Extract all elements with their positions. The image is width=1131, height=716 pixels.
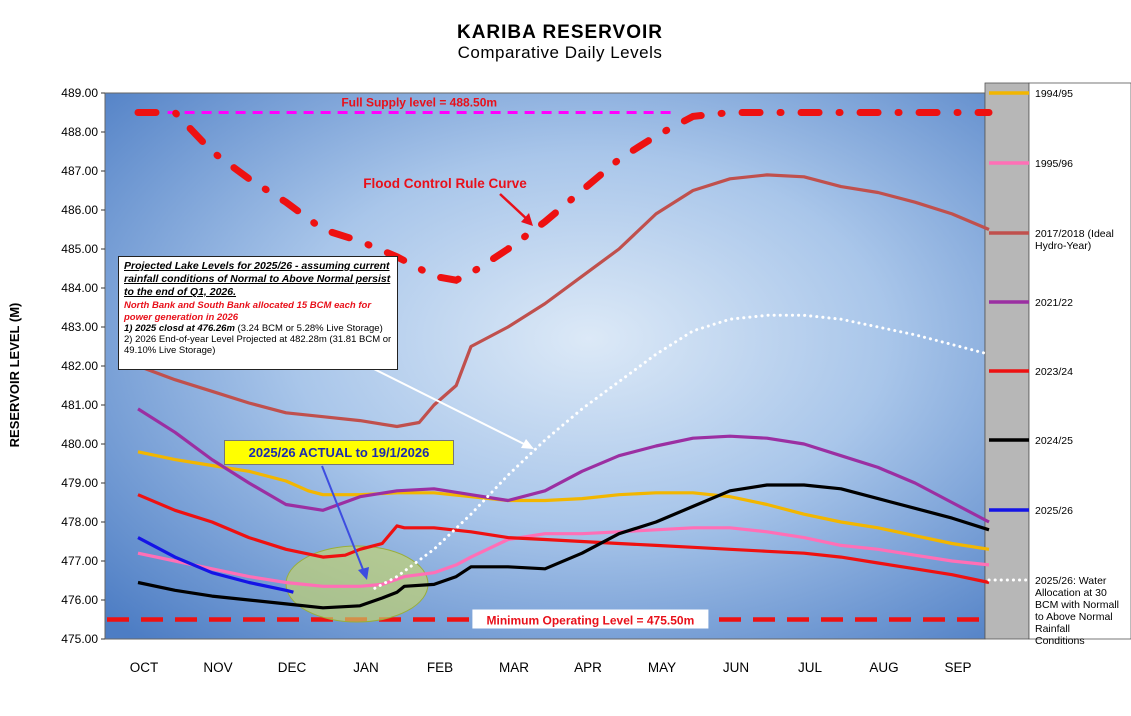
- series-line-2017-2018-ideal-hydro-year: [137, 173, 990, 429]
- x-tick-label: MAY: [648, 660, 676, 675]
- projection-arrowhead: [521, 439, 534, 449]
- projection-note-title: Projected Lake Levels for 2025/26 - assu…: [124, 260, 391, 298]
- y-tick-label: 484.00: [61, 281, 98, 295]
- y-tick-label: 478.00: [61, 515, 98, 529]
- legend-label-1994-95: 1994/95: [1035, 88, 1073, 100]
- x-tick-label: JUN: [723, 660, 749, 675]
- projection-arrow: [369, 366, 529, 447]
- y-tick-label: 485.00: [61, 242, 98, 256]
- x-tick-label: DEC: [278, 660, 307, 675]
- rule-curve-label: Flood Control Rule Curve: [363, 176, 527, 191]
- legend-text-panel: [1028, 82, 1131, 640]
- x-tick-label: JAN: [353, 660, 379, 675]
- x-tick-label: AUG: [869, 660, 898, 675]
- legend-label-2017-2018-ideal-hydro-year: 2017/2018 (Ideal Hydro-Year): [1035, 228, 1114, 252]
- series-line-2023-24: [137, 493, 990, 585]
- y-tick-label: 486.00: [61, 203, 98, 217]
- projection-note-line2: 2) 2026 End-of-year Level Projected at 4…: [124, 334, 392, 356]
- chart-subtitle: Comparative Daily Levels: [458, 43, 663, 62]
- y-tick-label: 477.00: [61, 554, 98, 568]
- legend-label-2025-26-water-allocation-at-30: 2025/26: Water Allocation at 30 BCM with N…: [1035, 575, 1119, 647]
- legend-label-1995-96: 1995/96: [1035, 158, 1073, 170]
- x-tick-label: JUL: [798, 660, 822, 675]
- projection-note-line1: 1) 2025 closd at 476.26m (3.24 BCM or 5.…: [124, 323, 392, 334]
- x-tick-label: SEP: [944, 660, 971, 675]
- x-tick-label: APR: [574, 660, 602, 675]
- series-line-2025-26: [137, 536, 294, 594]
- projection-note-line1-lead: 1) 2025 closd at 476.26m: [124, 323, 235, 334]
- series-line-1994-95: [137, 450, 990, 551]
- minimum-operating-label: Minimum Operating Level = 475.50m: [487, 614, 695, 628]
- series-line-2025-26-water-allocation-at-30: [373, 313, 991, 590]
- legend-panel: [984, 82, 1030, 640]
- series-line-2024-25: [137, 483, 990, 610]
- actual-arrowhead: [358, 567, 369, 580]
- y-tick-label: 480.00: [61, 437, 98, 451]
- series-line-1995-96: [137, 526, 990, 588]
- legend-label-2025-26: 2025/26: [1035, 505, 1073, 517]
- y-tick-label: 475.00: [61, 632, 98, 646]
- actual-arrow: [321, 465, 365, 573]
- rule-curve-arrowhead: [521, 213, 533, 226]
- y-tick-label: 481.00: [61, 398, 98, 412]
- legend-label-2023-24: 2023/24: [1035, 366, 1073, 378]
- y-tick-label: 483.00: [61, 320, 98, 334]
- rule-curve-arrow: [499, 193, 531, 223]
- projection-note-allocation: North Bank and South Bank allocated 15 B…: [124, 300, 372, 323]
- y-tick-label: 489.00: [61, 86, 98, 100]
- y-axis-label: RESERVOIR LEVEL (M): [7, 303, 22, 448]
- legend-label-2024-25: 2024/25: [1035, 435, 1073, 447]
- x-tick-label: OCT: [130, 660, 159, 675]
- x-tick-label: MAR: [499, 660, 529, 675]
- actual-label-box: 2025/26 ACTUAL to 19/1/2026: [224, 440, 454, 465]
- y-tick-label: 482.00: [61, 359, 98, 373]
- y-tick-label: 487.00: [61, 164, 98, 178]
- projection-note-box: Projected Lake Levels for 2025/26 - assu…: [118, 256, 398, 370]
- y-tick-label: 479.00: [61, 476, 98, 490]
- y-tick-label: 488.00: [61, 125, 98, 139]
- chart-title: KARIBA RESERVOIR: [457, 22, 663, 43]
- x-tick-label: FEB: [427, 660, 453, 675]
- x-tick-label: NOV: [203, 660, 232, 675]
- full-supply-label: Full Supply level = 488.50m: [341, 96, 497, 110]
- y-tick-label: 476.00: [61, 593, 98, 607]
- minimum-operating-label-bg: [472, 609, 709, 629]
- projection-note-line1-rest: (3.24 BCM or 5.28% Live Storage): [234, 323, 383, 334]
- flood-control-rule-curve: [134, 109, 993, 284]
- series-line-2021-22: [137, 407, 990, 524]
- legend-label-2021-22: 2021/22: [1035, 297, 1073, 309]
